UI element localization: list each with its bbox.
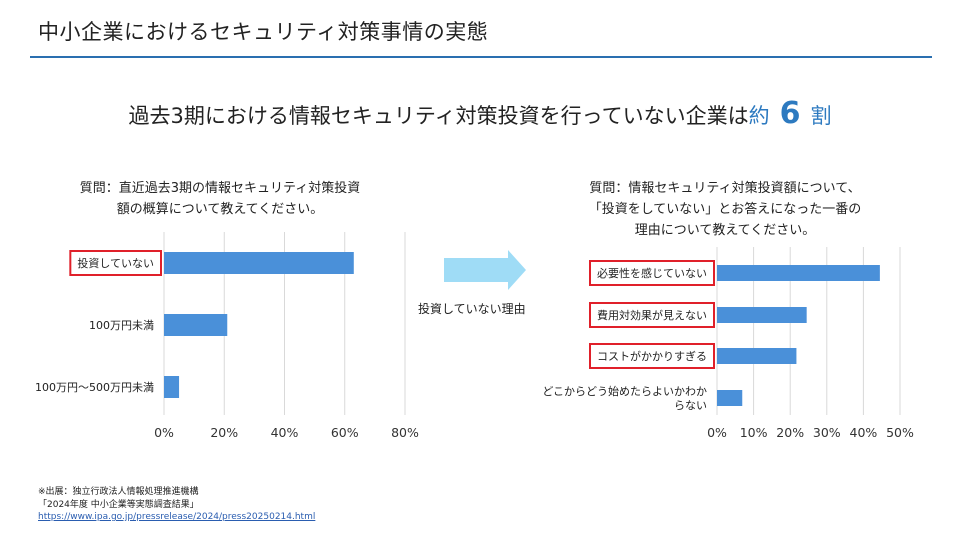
- chart-1-category-label: どこからどう始めたらよいかわからない: [542, 384, 707, 412]
- connector-arrow-icon: [444, 250, 526, 290]
- chart-1-tick-label: 40%: [850, 425, 878, 440]
- source-link[interactable]: https://www.ipa.go.jp/pressrelease/2024/…: [38, 512, 316, 522]
- headline-main: 過去3期における情報セキュリティ対策投資を行っていない企業は: [128, 104, 749, 128]
- chart-1-tick-label: 10%: [740, 425, 768, 440]
- chart-0-category-label: 100万円～500万円未満: [35, 381, 154, 394]
- chart-1-category-label: 必要性を感じていない: [597, 266, 707, 280]
- chart-0-tick-label: 20%: [210, 425, 238, 440]
- chart-0-tick-label: 0%: [154, 425, 174, 440]
- chart-0-tick-label: 60%: [331, 425, 359, 440]
- chart-0-bar: [164, 314, 228, 336]
- chart-1-tick-label: 30%: [813, 425, 841, 440]
- chart-1-tick-label: 0%: [707, 425, 727, 440]
- chart-1-bar: [717, 348, 797, 364]
- chart-1-category-label: コストがかかりすぎる: [597, 349, 707, 363]
- title-divider: [30, 56, 932, 58]
- chart-1-tick-label: 20%: [776, 425, 804, 440]
- left-chart-question: 質問：直近過去3期の情報セキュリティ対策投資 額の概算について教えてください。: [40, 178, 400, 220]
- chart-0-category-label: 100万円未満: [89, 319, 154, 332]
- chart-1-bar: [717, 307, 807, 323]
- right-question-line: 質問：情報セキュリティ対策投資額について、: [589, 181, 861, 196]
- right-question-line: 理由について教えてください。: [634, 223, 816, 238]
- chart-1-highlight-box: [589, 260, 715, 286]
- left-question-line: 額の概算について教えてください。: [116, 202, 324, 217]
- page-title: 中小企業におけるセキュリティ対策事情の実態: [38, 20, 489, 44]
- chart-0-tick-label: 80%: [391, 425, 419, 440]
- chart-1-bar: [717, 390, 743, 406]
- source-note: ※出展：独立行政法人情報処理推進機構 「2024年度 中小企業等実態調査結果」 …: [38, 486, 315, 524]
- chart-1-highlight-box: [589, 302, 715, 328]
- source-line-1: ※出展：独立行政法人情報処理推進機構: [38, 487, 199, 497]
- chart-0-category-label: 投資していない: [77, 256, 154, 270]
- chart-0-bar: [164, 252, 354, 274]
- chart-1-highlight-box: [589, 343, 715, 369]
- left-question-line: 質問：直近過去3期の情報セキュリティ対策投資: [79, 181, 361, 196]
- headline-unit: 割: [810, 104, 832, 128]
- right-question-line: 「投資をしていない」とお答えになった一番の: [588, 202, 862, 217]
- headline-number: 6: [779, 96, 801, 131]
- headline: 過去3期における情報セキュリティ対策投資を行っていない企業は約 6 割: [0, 96, 960, 131]
- headline-approx: 約: [748, 104, 770, 128]
- connector-label: 投資していない理由: [418, 302, 526, 316]
- chart-1-tick-label: 50%: [886, 425, 914, 440]
- chart-0-bar: [164, 376, 180, 398]
- right-chart-question: 質問：情報セキュリティ対策投資額について、 「投資をしていない」とお答えになった…: [540, 178, 910, 241]
- chart-0-highlight-box: [69, 250, 162, 276]
- chart-0-tick-label: 40%: [271, 425, 299, 440]
- chart-1-bar: [717, 265, 880, 281]
- chart-1-category-label: 費用対効果が見えない: [597, 308, 707, 322]
- source-line-2: 「2024年度 中小企業等実態調査結果」: [38, 499, 199, 510]
